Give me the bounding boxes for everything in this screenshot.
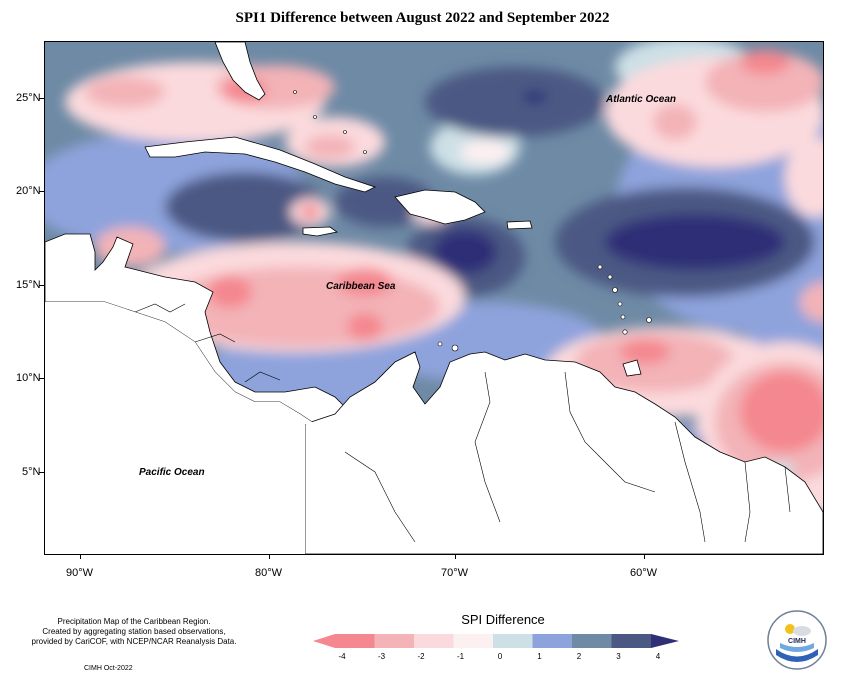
logo-text: CIMH [788,638,806,645]
lon-tick [455,554,456,559]
legend-swatch [335,634,375,648]
data-credit: Precipitation Map of the Caribbean Regio… [14,617,254,647]
label-pacific-ocean: Pacific Ocean [139,467,205,478]
lon-label-60: 60°W [630,567,658,579]
lat-label-10: 10°N [16,372,41,384]
lon-label-70: 70°W [441,567,469,579]
legend-swatch [493,634,533,648]
legend-tick-label: 4 [655,652,661,661]
legend-swatch [572,634,612,648]
credit-line-1: Precipitation Map of the Caribbean Regio… [57,617,211,626]
label-atlantic-ocean: Atlantic Ocean [606,94,677,105]
logo-cloud-icon [793,626,811,636]
puerto-rico [506,220,533,230]
cimh-logo: CIMH [767,610,827,670]
legend-arrow-left [313,634,335,648]
hispaniola [394,189,486,225]
credit-date: CIMH Oct-2022 [84,665,133,672]
lon-label-80: 80°W [255,567,283,579]
legend-title: SPI Difference [461,612,545,627]
lat-label-5: 5°N [22,466,41,478]
lon-tick [269,554,270,559]
trinidad [622,359,642,377]
legend-tick-label: 2 [576,652,582,661]
legend-tick-label: -2 [417,652,425,661]
logo-sun-icon [785,624,795,634]
country-borders [134,303,791,543]
legend-colorbar [313,634,679,648]
lon-tick [80,554,81,559]
lat-tick [39,98,44,99]
label-caribbean-sea: Caribbean Sea [326,281,396,292]
lat-tick [39,285,44,286]
lon-label-90: 90°W [66,567,94,579]
credit-line-2: Created by aggregating station based obs… [42,627,226,636]
map-title: SPI1 Difference between August 2022 and … [235,10,610,26]
lat-tick [39,472,44,473]
legend-swatch [414,634,454,648]
florida [214,42,266,101]
credit-line-3: provided by CariCOF, with NCEP/NCAR Rean… [31,637,237,646]
lat-label-25: 25°N [16,92,41,104]
logo-wave-light [780,643,814,652]
logo-wave [776,649,818,662]
spi-difference-map [45,42,823,554]
lon-tick [644,554,645,559]
legend-swatch [611,634,652,648]
legend-tick-label: -4 [338,652,346,661]
map-area [44,41,824,555]
legend-swatch [374,634,415,648]
legend-swatch [453,634,494,648]
lesser-antilles [293,90,652,352]
lat-tick [39,191,44,192]
lat-label-15: 15°N [16,279,41,291]
cuba [144,136,377,193]
legend-tick-label: -3 [377,652,386,661]
pacific-ocean-area [45,302,315,554]
legend-swatch [532,634,573,648]
south-america [304,351,823,554]
legend-tick-label: -1 [456,652,465,661]
legend-tick-label: 1 [537,652,542,661]
legend-arrow-right [651,634,679,648]
legend-tick-label: 0 [497,652,503,661]
lat-tick [39,378,44,379]
lat-label-20: 20°N [16,185,41,197]
jamaica [302,226,338,237]
legend-tick-label: 3 [616,652,621,661]
